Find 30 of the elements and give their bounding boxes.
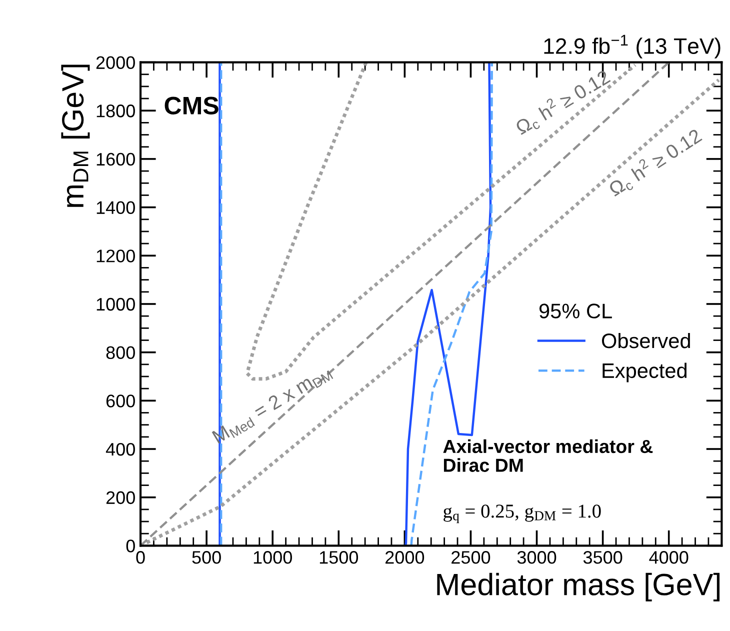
x-axis-title: Mediator mass [GeV] <box>437 572 720 602</box>
y-tick-label: 1200 <box>96 250 135 262</box>
legend-label: Observed <box>602 332 690 348</box>
y-axis-title: m$_{DM}$ [GeV] <box>61 64 90 207</box>
x-tick-label: 1500 <box>320 551 358 564</box>
y-tick-label: 1400 <box>96 201 135 214</box>
y-tick-label: 2000 <box>96 56 135 69</box>
x-tick-label: 2000 <box>386 551 424 564</box>
legend-label: Expected <box>602 362 687 382</box>
x-tick-label: 4000 <box>649 551 688 564</box>
legend-title: 95% CL <box>539 304 612 318</box>
annotation: g$_{q}$ = 0.25, g$_{DM}$ = 1.0 <box>444 504 601 524</box>
x-tick-label: 0 <box>136 551 145 564</box>
annotation: Axial-vector mediator & Dirac DM <box>443 439 653 472</box>
x-tick-label: 1000 <box>254 551 292 564</box>
y-tick-label: 1600 <box>96 152 135 166</box>
x-tick-label: 2500 <box>452 551 490 564</box>
y-tick-label: 400 <box>106 442 135 456</box>
y-tick-label: 800 <box>106 346 135 360</box>
y-tick-label: 1800 <box>96 104 135 118</box>
annotation: CMS <box>164 96 218 114</box>
x-tick-label: 500 <box>192 551 221 564</box>
y-tick-label: 0 <box>126 540 135 552</box>
x-tick-label: 3000 <box>517 551 556 564</box>
y-tick-label: 1000 <box>96 298 135 311</box>
y-tick-label: 200 <box>106 491 135 504</box>
y-tick-label: 600 <box>106 394 135 408</box>
chart-title: 12.9 fb$^{−1}$ (13 TeV) <box>544 34 720 58</box>
x-tick-label: 3500 <box>583 551 622 564</box>
annotation: M$_{Med}$ = 2 x m$_{DM}$ <box>212 364 334 446</box>
